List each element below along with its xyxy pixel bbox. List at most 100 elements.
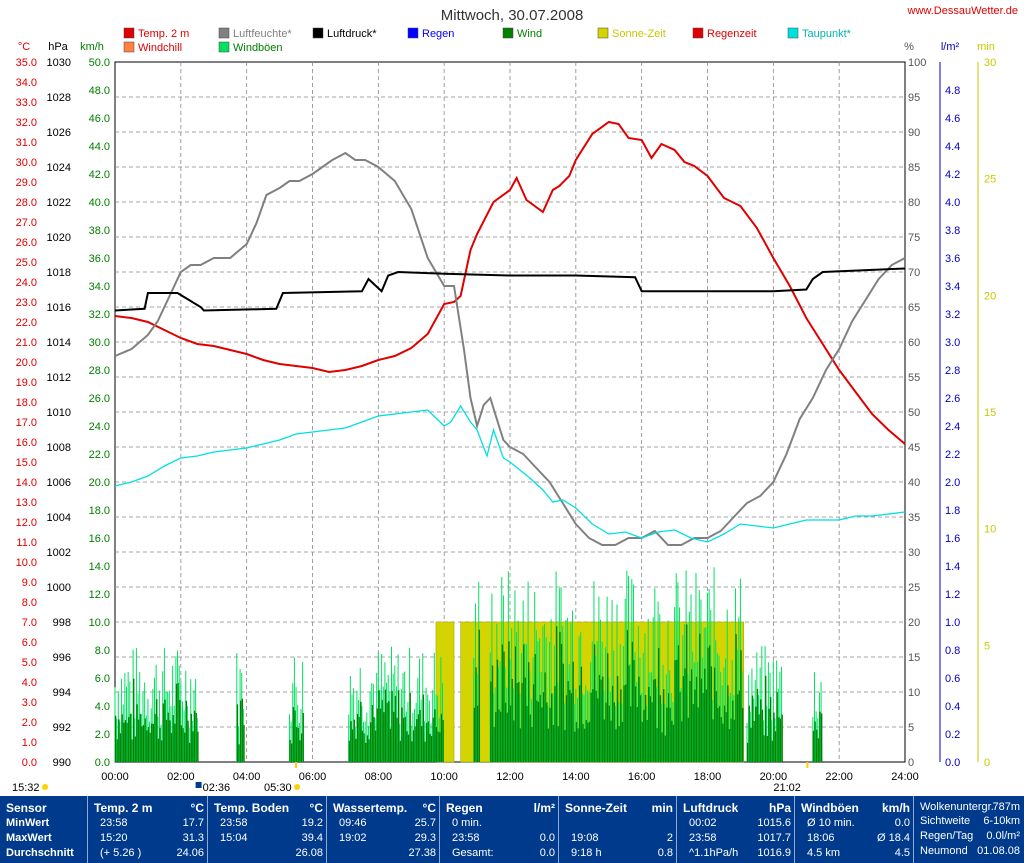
- tick-time: 22:00: [825, 771, 853, 783]
- tick-celsius: 18.0: [16, 397, 37, 409]
- label-avg: Durchschnitt: [6, 847, 74, 859]
- table-cell: [565, 817, 673, 831]
- tick-lm2: 2.4: [945, 421, 960, 433]
- tick-min: 20: [984, 290, 996, 302]
- column-unit: km/h: [881, 801, 910, 815]
- tick-percent: 100: [908, 57, 926, 69]
- tick-percent: 90: [908, 127, 920, 139]
- column-title: Temp. Boden °C: [214, 801, 323, 815]
- tick-hpa: 1004: [47, 512, 71, 524]
- table-divider: [676, 796, 677, 863]
- tick-percent: 50: [908, 407, 920, 419]
- tick-percent: 85: [908, 162, 920, 174]
- cell-value: 0.0: [894, 817, 910, 829]
- extra-label: Wolkenuntergr.: [920, 801, 994, 813]
- tick-celsius: 14.0: [16, 477, 37, 489]
- cell-time: 4.5 km: [807, 847, 841, 859]
- tick-celsius: 9.0: [22, 577, 37, 589]
- tick-celsius: 19.0: [16, 377, 37, 389]
- cell-time: (+ 5.26 ): [100, 847, 142, 859]
- legend-swatch: [787, 27, 799, 39]
- axis-units: °C hPa km/h% l/m² min: [18, 41, 995, 53]
- table-cell: 09:46 25.7: [333, 817, 436, 831]
- tick-lm2: 1.6: [945, 533, 960, 545]
- tick-kmh: 12.0: [89, 589, 110, 601]
- tick-lm2: 3.2: [945, 309, 960, 321]
- column-unit: l/m²: [533, 801, 555, 815]
- tick-kmh: 2.0: [95, 729, 110, 741]
- table-cell: 19:08 2: [565, 832, 673, 846]
- moonrise-time: 15:32: [12, 782, 40, 792]
- tick-hpa: 990: [53, 757, 71, 769]
- label-min: MinWert: [6, 817, 50, 829]
- tick-percent: 0: [908, 757, 914, 769]
- tick-kmh: 26.0: [89, 393, 110, 405]
- legend: Temp. 2 m Luftfeuchte* Luftdruck* Regen Wind…: [123, 27, 852, 54]
- tick-percent: 5: [908, 722, 914, 734]
- tick-hpa: 1014: [47, 337, 71, 349]
- tick-kmh: 46.0: [89, 113, 110, 125]
- tick-lm2: 4.4: [945, 141, 960, 153]
- table-cell: 23:58 17.7: [94, 817, 204, 831]
- table-cell: 26.08: [214, 847, 323, 861]
- tick-kmh: 8.0: [95, 645, 110, 657]
- tick-hpa: 1022: [47, 197, 71, 209]
- cell-time: 9:18 h: [571, 847, 602, 859]
- tick-lm2: 2.2: [945, 449, 960, 461]
- cell-value: 2: [666, 832, 673, 844]
- column-unit: hPa: [768, 801, 791, 815]
- tick-hpa: 998: [53, 617, 71, 629]
- legend-label: Regen: [422, 28, 454, 40]
- cell-value: 1017.7: [757, 832, 791, 844]
- cell-value: 25.7: [414, 817, 436, 829]
- column-unit: min: [651, 801, 673, 815]
- cell-value: 24.06: [176, 847, 204, 859]
- cell-time: Ø 10 min.: [807, 817, 855, 829]
- table-cell: 00:02 1015.6: [683, 817, 791, 831]
- extra-value: 6-10km: [983, 815, 1020, 827]
- tick-lm2: 2.0: [945, 477, 960, 489]
- tick-hpa: 996: [53, 652, 71, 664]
- series-line: [114, 267, 906, 312]
- legend-label: Sonne-Zeit: [612, 28, 666, 40]
- table-cell: ^1.1hPa/h 1016.9: [683, 847, 791, 861]
- tick-kmh: 34.0: [89, 281, 110, 293]
- tick-kmh: 20.0: [89, 477, 110, 489]
- cell-time: 0 min.: [452, 817, 482, 829]
- weather-chart: Mittwoch, 30.07.2008 www.DessauWetter.de…: [12, 5, 1018, 792]
- tick-time: 08:00: [365, 771, 393, 783]
- axis-ticks: 0.0 1.0 2.0 3.0 4.0 5.0 6.0 7.0 8.0 9.0 10.0 11.0 12…: [16, 57, 997, 783]
- series-line: [114, 120, 906, 445]
- sunset-time: 21:02: [773, 782, 801, 792]
- unit-min: min: [977, 41, 995, 53]
- tick-time: 06:00: [299, 771, 327, 783]
- tick-percent: 60: [908, 337, 920, 349]
- table-cell: 23:58 19.2: [214, 817, 323, 831]
- grid: [114, 61, 979, 763]
- tick-celsius: 3.0: [22, 697, 37, 709]
- tick-time: 14:00: [562, 771, 590, 783]
- tick-lm2: 0.0: [945, 757, 960, 769]
- table-cell: 23:58 1017.7: [683, 832, 791, 846]
- legend-swatch: [407, 27, 419, 39]
- tick-hpa: 1002: [47, 547, 71, 559]
- table-column: Windböen km/h Ø 10 min. 0.0 18:06 Ø 18.4 4.5 k…: [795, 796, 914, 863]
- tick-kmh: 14.0: [89, 561, 110, 573]
- tick-percent: 65: [908, 302, 920, 314]
- tick-celsius: 0.0: [22, 757, 37, 769]
- site-link[interactable]: www.DessauWetter.de: [907, 5, 1018, 17]
- tick-kmh: 10.0: [89, 617, 110, 629]
- tick-celsius: 13.0: [16, 497, 37, 509]
- label-max: MaxWert: [6, 832, 52, 844]
- table-cell: 23:58 0.0: [446, 832, 555, 846]
- tick-celsius: 34.0: [16, 77, 37, 89]
- tick-celsius: 32.0: [16, 117, 37, 129]
- table-cell: 9:18 h 0.8: [565, 847, 673, 861]
- tick-kmh: 38.0: [89, 225, 110, 237]
- table-divider: [326, 796, 327, 863]
- tick-hpa: 1018: [47, 267, 71, 279]
- cell-value: 39.4: [301, 832, 323, 844]
- legend-swatch: [218, 41, 230, 53]
- series-line: [114, 404, 906, 543]
- tick-lm2: 3.6: [945, 253, 960, 265]
